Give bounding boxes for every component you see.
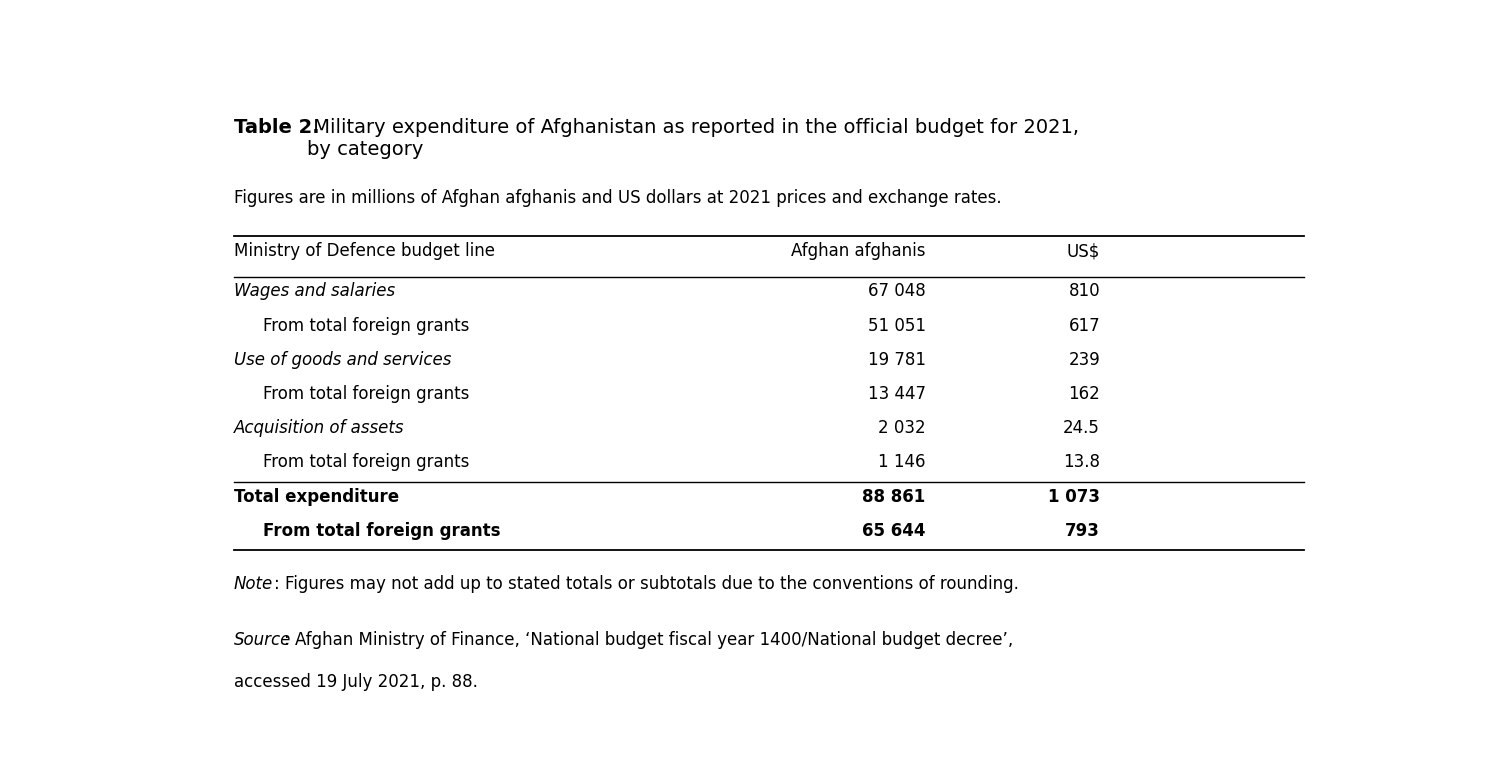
Text: From total foreign grants: From total foreign grants [262, 316, 470, 335]
Text: 13.8: 13.8 [1064, 453, 1100, 472]
Text: US$: US$ [1066, 242, 1100, 260]
Text: Total expenditure: Total expenditure [234, 488, 399, 506]
Text: From total foreign grants: From total foreign grants [262, 522, 501, 540]
Text: 19 781: 19 781 [867, 351, 925, 369]
Text: Ministry of Defence budget line: Ministry of Defence budget line [234, 242, 495, 260]
Text: 13 447: 13 447 [867, 385, 925, 403]
Text: Figures are in millions of Afghan afghanis and US dollars at 2021 prices and exc: Figures are in millions of Afghan afghan… [234, 189, 1002, 208]
Text: 162: 162 [1068, 385, 1100, 403]
Text: 239: 239 [1068, 351, 1100, 369]
Text: accessed 19 July 2021, p. 88.: accessed 19 July 2021, p. 88. [234, 673, 478, 691]
Text: Acquisition of assets: Acquisition of assets [234, 419, 405, 437]
Text: Source: Source [234, 630, 291, 649]
Text: 1 146: 1 146 [878, 453, 926, 472]
Text: 88 861: 88 861 [862, 488, 926, 506]
Text: Afghan afghanis: Afghan afghanis [790, 242, 926, 260]
Text: : Figures may not add up to stated totals or subtotals due to the conventions of: : Figures may not add up to stated total… [273, 574, 1019, 593]
Text: 2 032: 2 032 [878, 419, 926, 437]
Text: Note: Note [234, 574, 273, 593]
Text: 1 073: 1 073 [1048, 488, 1100, 506]
Text: 810: 810 [1068, 283, 1100, 300]
Text: 67 048: 67 048 [868, 283, 925, 300]
Text: Table 2.: Table 2. [234, 119, 320, 137]
Text: From total foreign grants: From total foreign grants [262, 453, 470, 472]
Text: 65 644: 65 644 [862, 522, 926, 540]
Text: 24.5: 24.5 [1064, 419, 1100, 437]
Text: 51 051: 51 051 [867, 316, 925, 335]
Text: Use of goods and services: Use of goods and services [234, 351, 452, 369]
Text: 793: 793 [1065, 522, 1100, 540]
Text: : Afghan Ministry of Finance, ‘National budget fiscal year 1400/National budget : : Afghan Ministry of Finance, ‘National … [284, 630, 1013, 649]
Text: From total foreign grants: From total foreign grants [262, 385, 470, 403]
Text: Military expenditure of Afghanistan as reported in the official budget for 2021,: Military expenditure of Afghanistan as r… [308, 119, 1078, 159]
Text: Wages and salaries: Wages and salaries [234, 283, 394, 300]
Text: 617: 617 [1068, 316, 1100, 335]
